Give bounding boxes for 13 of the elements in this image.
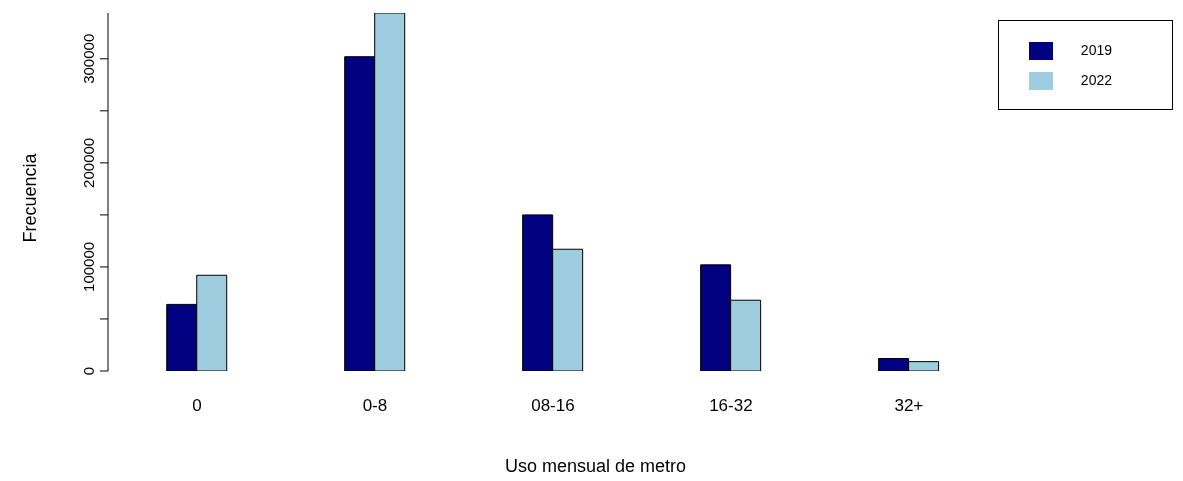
legend-label: 2022 (1080, 72, 1112, 88)
x-tick-label: 0 (192, 396, 202, 416)
x-tick-label: 32+ (894, 396, 924, 416)
x-axis-title: Uso mensual de metro (503, 456, 688, 477)
y-tick-label: 300000 (80, 33, 97, 84)
y-axis-title: Frecuencia (19, 153, 41, 243)
x-tick-label: 08-16 (531, 396, 575, 416)
legend-label: 2019 (1080, 42, 1112, 58)
x-tick-label: 0-8 (362, 396, 388, 416)
x-tick-label: 16-32 (709, 396, 753, 416)
y-tick-label: 200000 (80, 137, 97, 188)
y-tick-label: 100000 (80, 241, 97, 292)
y-tick-label: 0 (80, 366, 97, 376)
